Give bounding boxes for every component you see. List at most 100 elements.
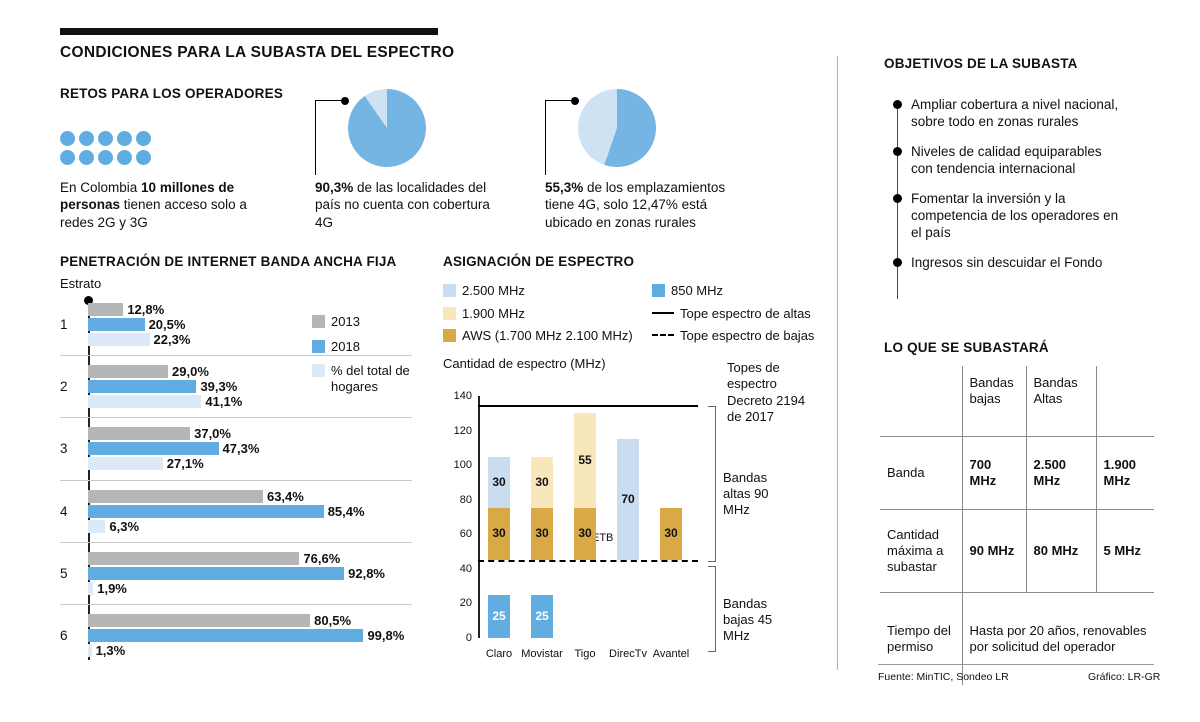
- bar: [88, 303, 124, 317]
- bar-line: 27,1%: [88, 456, 412, 471]
- objectives-list: Ampliar cobertura a nivel nacional, sobr…: [884, 96, 1122, 271]
- people-text-pre: En Colombia: [60, 180, 142, 195]
- penetration-row: 3 37,0% 47,3% 27,1%: [60, 418, 412, 481]
- person-dot-icon: [136, 150, 151, 165]
- table-header-row: Bandas bajas Bandas Altas: [880, 366, 1154, 437]
- bandas-bajas-brace: [708, 566, 716, 652]
- bar-value-label: 39,3%: [200, 379, 238, 395]
- bandas-altas-label: Bandas altas 90 MHz: [723, 470, 769, 517]
- people-text-post: tienen acceso solo a redes 2G y 3G: [60, 197, 247, 230]
- bar-line: 63,4%: [88, 488, 412, 504]
- penetration-row: 2 29,0% 39,3% 41,1%: [60, 356, 412, 419]
- legend-label: Tope espectro de bajas: [680, 328, 815, 344]
- bar-value-label: 85,4%: [327, 503, 365, 519]
- bar-value-label: 41,1%: [205, 394, 243, 410]
- pie2-callout-line: [545, 100, 576, 175]
- row-label: Cantidad máxima a subastar: [880, 509, 963, 593]
- bandas-altas-brace: [708, 406, 716, 562]
- section-title-subasta: LO QUE SE SUBASTARÁ: [884, 340, 1049, 355]
- table-cell: 1.900 MHz: [1095, 436, 1154, 510]
- section-title-objetivos: OBJETIVOS DE LA SUBASTA: [884, 56, 1078, 71]
- objective-text: Fomentar la inversión y la competencia d…: [911, 191, 1119, 240]
- bar-segment-aws: 30: [488, 508, 510, 561]
- estrato-label: 2: [60, 379, 68, 395]
- people-text: En Colombia 10 millones de personas tien…: [60, 179, 248, 231]
- footer-rule: [878, 664, 1154, 665]
- spectrum-y-axis-title: Cantidad de espectro (MHz): [443, 356, 606, 371]
- objective-text: Ampliar cobertura a nivel nacional, sobr…: [911, 97, 1119, 129]
- penetration-row: 6 80,5% 99,8% 1,3%: [60, 605, 412, 666]
- objective-text: Ingresos sin descuidar el Fondo: [911, 255, 1103, 270]
- spectrum-x-labels: Claro Movistar Tigo DirecTv Avantel: [436, 648, 698, 664]
- penetration-legend: 2013 2018 % del total de hogares: [312, 314, 416, 394]
- bar-value-label: 99,8%: [367, 627, 405, 643]
- table-cell: Hasta por 20 años, renovables por solici…: [961, 592, 1154, 685]
- legend-swatch: [312, 315, 325, 328]
- table-row: Tiempo del permiso Hasta por 20 años, re…: [880, 592, 1154, 685]
- bar: [88, 628, 364, 642]
- spectrum-plot: ETB 140 120 100 80 60 40 20 0 25 30 30 25 30 30 30 55 70…: [436, 390, 698, 644]
- estrato-bars: 29,0% 39,3% 41,1%: [88, 364, 412, 410]
- legend-swatch: [443, 284, 456, 297]
- pie2-description: de los emplazamientos tiene 4G, solo 12,…: [545, 180, 726, 230]
- reference-line-dashed: [478, 560, 698, 563]
- bar: [88, 566, 345, 580]
- legend-label: 2013: [331, 314, 360, 329]
- estrato-bars: 37,0% 47,3% 27,1%: [88, 426, 412, 472]
- bullet-dot-icon: [893, 100, 902, 109]
- y-tick-label: 100: [453, 459, 472, 472]
- bar-segment-aws: 30: [660, 508, 682, 561]
- table-header-cell: [1095, 366, 1154, 437]
- penetration-row: 1 12,8% 20,5% 22,3%: [60, 294, 412, 357]
- table-header-cell: Bandas Altas: [1025, 366, 1097, 437]
- table-header-cell: Bandas bajas: [961, 366, 1027, 437]
- person-dot-icon: [60, 131, 75, 146]
- bar-segment-b1900: 55: [574, 413, 596, 509]
- legend-swatch: [443, 306, 456, 320]
- topes-annotation: Topes de espectro Decreto 2194 de 2017: [727, 360, 806, 424]
- pie-chart-emplazamientos: [578, 89, 656, 167]
- estrato-axis-label: Estrato: [60, 276, 102, 291]
- legend-item: % del total de hogares: [312, 363, 416, 394]
- bar: [88, 333, 150, 347]
- bar-line: 6,3%: [88, 519, 412, 534]
- person-dot-icon: [60, 150, 75, 165]
- penetration-row: 5 76,6% 92,8% 1,9%: [60, 543, 412, 605]
- pie-chart-localidades: [348, 89, 426, 167]
- person-dot-icon: [117, 150, 132, 165]
- people-dots: [60, 131, 156, 165]
- estrato-label: 5: [60, 565, 68, 581]
- estrato-bars: 76,6% 92,8% 1,9%: [88, 550, 412, 596]
- bar-line: 39,3%: [88, 379, 412, 395]
- bar-value-label: 20,5%: [148, 317, 186, 333]
- bar-value-label: 92,8%: [348, 565, 385, 581]
- estrato-bars: 80,5% 99,8% 1,3%: [88, 612, 412, 658]
- bar-line: 85,4%: [88, 503, 412, 519]
- person-dot-icon: [79, 131, 94, 146]
- bar: [88, 581, 94, 595]
- bar: [88, 380, 197, 394]
- bar-segment-b850: 25: [531, 594, 553, 638]
- bullet-dot-icon: [893, 258, 902, 267]
- legend-label: % del total de hogares: [331, 363, 410, 394]
- bar-line: 92,8%: [88, 565, 412, 581]
- section-title-penetracion: PENETRACIÓN DE INTERNET BANDA ANCHA FIJA: [60, 254, 397, 269]
- legend-swatch: [312, 364, 325, 378]
- table-cell: 5 MHz: [1095, 509, 1154, 593]
- pie2-percent: 55,3%: [545, 180, 584, 195]
- table-cell: 2.500 MHz: [1025, 436, 1097, 510]
- pie1-callout-dot-icon: [341, 97, 349, 105]
- estrato-label: 4: [60, 503, 68, 519]
- operator-label: Avantel: [652, 648, 690, 660]
- y-tick-label: 140: [453, 390, 472, 402]
- bar: [88, 442, 219, 456]
- section-title-asignacion: ASIGNACIÓN DE ESPECTRO: [443, 254, 635, 269]
- bar-value-label: 63,4%: [266, 488, 304, 504]
- penetration-row: 4 63,4% 85,4% 6,3%: [60, 481, 412, 543]
- objective-text: Niveles de calidad equiparables con tend…: [911, 144, 1102, 176]
- table-header-cell: [880, 366, 963, 437]
- bar-segment-aws: 30: [574, 508, 596, 561]
- bar-segment-b850: 25: [488, 594, 510, 638]
- y-tick-label: 60: [459, 528, 472, 541]
- bar: [88, 643, 92, 657]
